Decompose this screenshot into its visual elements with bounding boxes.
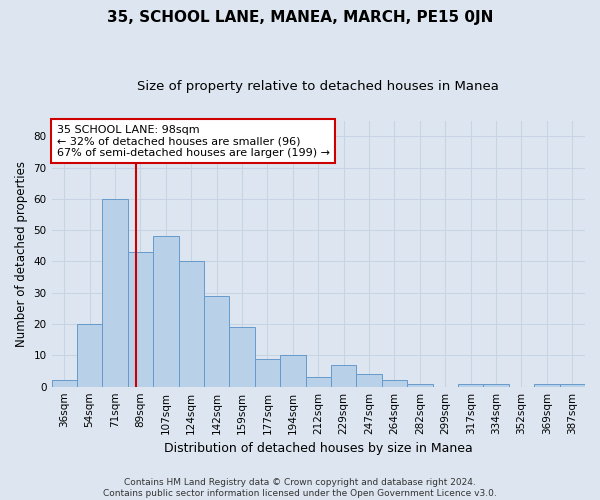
Bar (331, 365, 356, 386)
Bar (204, 296, 229, 386)
Bar (280, 356, 305, 386)
Bar (534, 384, 560, 386)
Bar (255, 358, 280, 386)
Bar (77, 324, 103, 386)
Bar (52, 380, 77, 386)
Bar (128, 252, 153, 386)
Bar (103, 199, 128, 386)
Text: Contains HM Land Registry data © Crown copyright and database right 2024.
Contai: Contains HM Land Registry data © Crown c… (103, 478, 497, 498)
Bar (153, 236, 179, 386)
Text: 35, SCHOOL LANE, MANEA, MARCH, PE15 0JN: 35, SCHOOL LANE, MANEA, MARCH, PE15 0JN (107, 10, 493, 25)
Text: 35 SCHOOL LANE: 98sqm
← 32% of detached houses are smaller (96)
67% of semi-deta: 35 SCHOOL LANE: 98sqm ← 32% of detached … (57, 124, 330, 158)
Bar (407, 384, 433, 386)
X-axis label: Distribution of detached houses by size in Manea: Distribution of detached houses by size … (164, 442, 473, 455)
Bar (560, 384, 585, 386)
Y-axis label: Number of detached properties: Number of detached properties (15, 160, 28, 346)
Bar (382, 380, 407, 386)
Bar (356, 374, 382, 386)
Bar (229, 327, 255, 386)
Bar (484, 384, 509, 386)
Bar (305, 378, 331, 386)
Title: Size of property relative to detached houses in Manea: Size of property relative to detached ho… (137, 80, 499, 93)
Bar (458, 384, 484, 386)
Bar (179, 262, 204, 386)
